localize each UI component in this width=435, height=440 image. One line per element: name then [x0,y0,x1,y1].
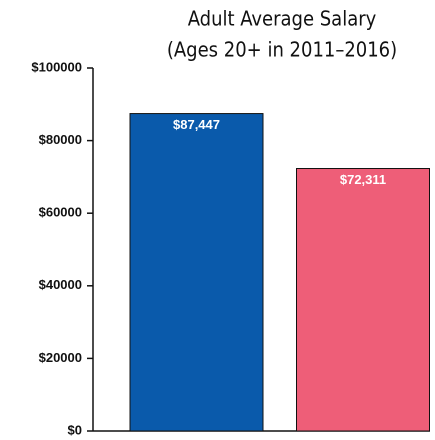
y-tick-label: $80000 [39,132,82,147]
bar [129,113,264,432]
value-label: $72,311 [340,172,386,187]
y-tick-label: $20000 [39,350,82,365]
y-tick-label: $40000 [39,277,82,292]
value-label: $87,447 [173,117,220,132]
y-tick-label: $100000 [31,59,82,74]
y-tick-label: $0 [68,422,82,437]
chart-title: Adult Average Salary [188,7,377,31]
chart-subtitle: (Ages 20+ in 2011–2016) [167,38,397,62]
y-tick-label: $60000 [39,205,82,220]
bar [296,168,430,432]
